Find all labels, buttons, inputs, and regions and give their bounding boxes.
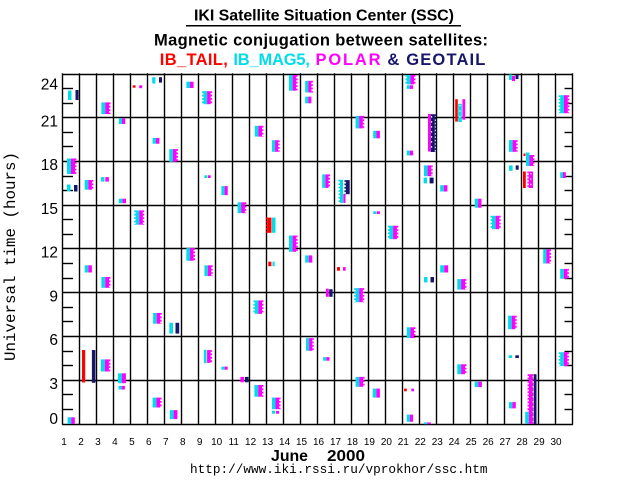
svg-text:15: 15 (296, 437, 308, 448)
svg-text:27: 27 (500, 437, 512, 448)
svg-text:0: 0 (49, 411, 58, 428)
svg-text:6: 6 (49, 332, 58, 349)
svg-text:17: 17 (330, 437, 342, 448)
svg-text:& GEOTAIL: & GEOTAIL (387, 51, 485, 69)
svg-text:29: 29 (534, 437, 546, 448)
svg-text:4: 4 (112, 437, 118, 448)
svg-text:7: 7 (163, 437, 169, 448)
svg-text:9: 9 (197, 437, 203, 448)
svg-text:Magnetic conjugation between s: Magnetic conjugation between satellites: (154, 31, 488, 49)
svg-text:10: 10 (211, 437, 223, 448)
svg-text:http://www.iki.rssi.ru/vprokho: http://www.iki.rssi.ru/vprokhor/ssc.htm (190, 462, 488, 477)
svg-text:18: 18 (41, 157, 58, 174)
svg-text:2: 2 (78, 437, 84, 448)
svg-text:19: 19 (364, 437, 376, 448)
svg-text:IKI Satellite Situation Center: IKI Satellite Situation Center (SSC) (194, 8, 454, 25)
svg-text:3: 3 (49, 376, 58, 393)
svg-text:9: 9 (49, 288, 58, 305)
svg-text:23: 23 (432, 437, 444, 448)
svg-text:6: 6 (146, 437, 152, 448)
svg-text:21: 21 (41, 113, 58, 130)
svg-text:20: 20 (381, 437, 393, 448)
svg-text:8: 8 (180, 437, 186, 448)
svg-text:14: 14 (279, 437, 291, 448)
svg-text:3: 3 (95, 437, 101, 448)
svg-text:12: 12 (41, 245, 58, 262)
svg-text:21: 21 (398, 437, 410, 448)
svg-text:12: 12 (245, 437, 257, 448)
svg-text:22: 22 (415, 437, 427, 448)
svg-text:5: 5 (129, 437, 135, 448)
svg-text:24: 24 (449, 437, 461, 448)
svg-text:26: 26 (483, 437, 495, 448)
svg-text:28: 28 (517, 437, 529, 448)
svg-text:11: 11 (229, 437, 240, 448)
svg-text:25: 25 (466, 437, 478, 448)
svg-text:13: 13 (262, 437, 274, 448)
svg-text:18: 18 (347, 437, 359, 448)
svg-text:24: 24 (41, 76, 59, 93)
svg-text:30: 30 (550, 437, 562, 448)
svg-text:POLAR: POLAR (316, 51, 381, 69)
svg-text:IB_TAIL,: IB_TAIL, (160, 51, 228, 69)
svg-text:IB_MAG5,: IB_MAG5, (233, 51, 310, 69)
svg-text:1: 1 (61, 437, 67, 448)
svg-text:Universal time (hours): Universal time (hours) (2, 152, 20, 361)
svg-text:2000: 2000 (327, 448, 365, 465)
svg-text:16: 16 (313, 437, 325, 448)
svg-text:June: June (271, 448, 308, 465)
svg-text:15: 15 (41, 201, 58, 218)
